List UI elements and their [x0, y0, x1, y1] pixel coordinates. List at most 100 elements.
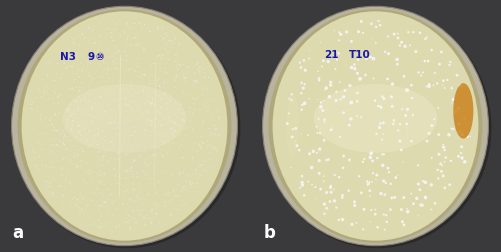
- Point: [135, 155, 143, 159]
- Point: [383, 34, 391, 38]
- Point: [179, 62, 187, 66]
- Point: [101, 27, 109, 31]
- Point: [325, 95, 333, 99]
- Point: [305, 56, 313, 60]
- Point: [127, 80, 135, 84]
- Point: [152, 202, 160, 206]
- Point: [152, 212, 160, 216]
- Point: [111, 121, 119, 125]
- Point: [447, 86, 455, 90]
- Point: [49, 166, 57, 170]
- Point: [58, 105, 66, 109]
- Point: [171, 194, 179, 198]
- Point: [158, 207, 166, 211]
- Point: [80, 36, 88, 40]
- Point: [167, 127, 175, 131]
- Point: [42, 116, 50, 120]
- Point: [131, 36, 139, 40]
- Point: [59, 142, 67, 146]
- Point: [143, 118, 151, 122]
- Point: [108, 201, 116, 205]
- Point: [157, 171, 165, 175]
- Point: [54, 94, 62, 98]
- Point: [324, 158, 332, 162]
- Point: [180, 82, 188, 86]
- Point: [312, 125, 320, 129]
- Point: [104, 26, 112, 30]
- Point: [73, 177, 81, 181]
- Point: [350, 204, 358, 208]
- Point: [142, 214, 150, 218]
- Point: [159, 134, 167, 138]
- Point: [299, 86, 307, 90]
- Point: [104, 123, 112, 127]
- Point: [127, 165, 135, 169]
- Point: [180, 127, 188, 131]
- Point: [51, 78, 59, 82]
- Point: [122, 209, 130, 213]
- Point: [65, 107, 73, 111]
- Point: [328, 124, 336, 128]
- Point: [175, 146, 183, 150]
- Point: [62, 146, 70, 150]
- Point: [97, 142, 105, 146]
- Point: [151, 191, 159, 195]
- Point: [112, 57, 120, 61]
- Point: [385, 222, 393, 226]
- Point: [96, 204, 104, 208]
- Point: [211, 145, 219, 149]
- Point: [108, 142, 116, 146]
- Point: [166, 214, 174, 218]
- Point: [78, 197, 86, 201]
- Point: [100, 201, 108, 205]
- Point: [163, 34, 171, 38]
- Point: [182, 45, 190, 49]
- Point: [390, 195, 398, 199]
- Point: [123, 38, 131, 42]
- Point: [316, 41, 324, 45]
- Point: [129, 192, 137, 196]
- Point: [386, 182, 394, 186]
- Point: [92, 142, 100, 146]
- Point: [85, 153, 93, 157]
- Point: [91, 108, 99, 112]
- Point: [177, 111, 185, 115]
- Point: [31, 151, 39, 155]
- Point: [68, 197, 76, 201]
- Point: [153, 79, 161, 83]
- Point: [136, 22, 144, 26]
- Point: [399, 196, 407, 200]
- Point: [320, 120, 328, 124]
- Point: [200, 168, 208, 172]
- Point: [415, 188, 423, 192]
- Point: [391, 175, 399, 179]
- Point: [129, 134, 137, 138]
- Point: [78, 121, 86, 125]
- Point: [403, 133, 411, 137]
- Point: [111, 178, 119, 182]
- Point: [183, 174, 191, 178]
- Point: [353, 91, 361, 95]
- Point: [87, 61, 95, 66]
- Point: [50, 88, 58, 92]
- Text: ⑩: ⑩: [95, 52, 103, 62]
- Point: [47, 116, 55, 120]
- Point: [311, 185, 319, 189]
- Ellipse shape: [262, 6, 487, 246]
- Point: [377, 152, 385, 156]
- Point: [205, 127, 213, 131]
- Point: [34, 138, 42, 142]
- Point: [112, 61, 120, 66]
- Point: [91, 102, 99, 106]
- Point: [72, 100, 80, 104]
- Point: [147, 64, 155, 68]
- Point: [127, 166, 135, 170]
- Point: [173, 183, 181, 187]
- Point: [117, 176, 125, 180]
- Point: [75, 85, 83, 89]
- Point: [403, 107, 411, 111]
- Point: [458, 133, 466, 137]
- Point: [175, 62, 183, 67]
- Point: [153, 109, 161, 113]
- Point: [129, 100, 137, 104]
